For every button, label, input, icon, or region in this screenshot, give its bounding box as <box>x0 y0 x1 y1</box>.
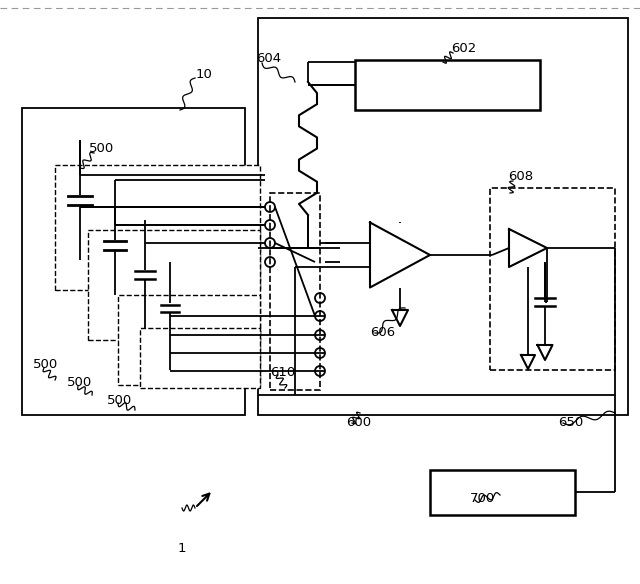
Text: 606: 606 <box>370 325 395 339</box>
Text: 500: 500 <box>107 394 132 406</box>
Text: 500: 500 <box>89 141 115 155</box>
Text: 650: 650 <box>558 416 583 429</box>
Bar <box>490 188 615 370</box>
Bar <box>55 165 260 290</box>
Text: 610: 610 <box>270 367 295 380</box>
Bar <box>270 193 320 390</box>
Text: 1: 1 <box>178 541 186 554</box>
Text: 600: 600 <box>346 416 371 429</box>
Text: 500: 500 <box>67 377 92 390</box>
Bar <box>258 18 628 415</box>
Bar <box>355 60 540 110</box>
Bar <box>140 328 260 388</box>
Text: 604: 604 <box>256 51 281 64</box>
Bar <box>430 470 575 515</box>
Text: 608: 608 <box>508 169 533 182</box>
Bar <box>118 295 260 385</box>
Text: 602: 602 <box>451 41 476 54</box>
Text: 700: 700 <box>470 492 495 505</box>
Text: 500: 500 <box>33 359 58 371</box>
Text: 10: 10 <box>196 68 213 82</box>
Bar <box>22 108 245 415</box>
Bar <box>88 230 260 340</box>
